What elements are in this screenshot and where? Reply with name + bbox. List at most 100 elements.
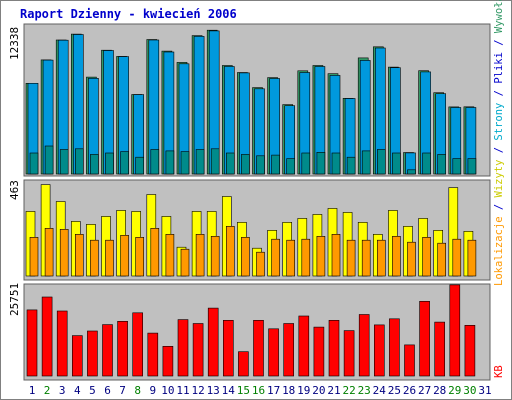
bar-pages — [316, 152, 326, 175]
x-axis-labels: 1 2 3 4 5 6 7 8 9 10 11 12 13 14 15 16 17 18 19 20 21 22 23 24 2… — [29, 384, 492, 397]
x-tick-label: 8 — [134, 384, 141, 397]
bar-locations — [165, 234, 175, 277]
bar-pages — [210, 148, 220, 175]
y-max-label-top: 12338 — [8, 27, 21, 60]
bar-kb — [102, 324, 113, 377]
bar-kb — [343, 330, 355, 377]
legend-visits: Wizyty — [493, 160, 505, 198]
legend-sep: / — [493, 197, 505, 216]
bar-kb — [373, 324, 385, 377]
bar-locations — [361, 239, 371, 277]
bar-pages — [407, 169, 416, 175]
bar-locations — [301, 238, 311, 277]
bar-pages — [452, 158, 462, 175]
right-legend: Lokalizacje / Wizyty / Strony / Pliki / … — [493, 0, 505, 286]
bar-pages — [241, 154, 250, 175]
bar-pages — [256, 155, 265, 175]
bar-locations — [90, 239, 99, 277]
bar-locations — [286, 239, 296, 277]
x-tick-label: 23 — [358, 384, 371, 397]
bar-pages — [150, 149, 160, 175]
bar-pages — [120, 151, 129, 175]
bar-pages — [286, 158, 296, 175]
bar-pages — [467, 158, 477, 175]
bar-kb — [87, 330, 98, 377]
x-tick-label: 26 — [403, 384, 416, 397]
bar-kb — [177, 319, 189, 377]
bar-locations — [422, 237, 431, 277]
bar-pages — [422, 152, 431, 175]
bar-locations — [150, 228, 160, 277]
bar-locations — [437, 242, 447, 277]
x-tick-label: 29 — [448, 384, 461, 397]
chart-title: Raport Dzienny - kwiecień 2006 — [20, 7, 237, 21]
bar-pages — [105, 152, 114, 175]
bar-locations — [75, 234, 84, 277]
bar-pages — [195, 149, 205, 175]
bar-kb — [162, 345, 174, 377]
x-tick-label: 17 — [267, 384, 280, 397]
legend-sep: / — [493, 33, 505, 52]
bar-pages — [301, 152, 311, 175]
bar-kb — [268, 328, 279, 377]
x-tick-label: 9 — [149, 384, 156, 397]
bar-kb — [464, 324, 476, 377]
bar-kb — [147, 332, 159, 377]
bar-kb — [283, 323, 295, 377]
bar-pages — [90, 154, 99, 175]
bar-pages — [271, 154, 280, 175]
x-tick-label: 19 — [297, 384, 310, 397]
x-tick-label: 28 — [433, 384, 446, 397]
bar-locations — [135, 237, 144, 277]
bar-kb — [404, 344, 415, 377]
x-tick-label: 10 — [161, 384, 174, 397]
bar-kb — [358, 314, 370, 377]
bar-locations — [316, 236, 326, 277]
x-tick-label: 31 — [478, 384, 491, 397]
bar-pages — [59, 149, 69, 175]
bar-locations — [44, 228, 54, 277]
x-tick-label: 20 — [312, 384, 325, 397]
bar-locations — [226, 226, 235, 277]
x-tick-label: 3 — [59, 384, 66, 397]
legend-locations: Lokalizacje — [493, 216, 505, 286]
bar-locations — [29, 237, 39, 277]
bar-locations — [59, 229, 69, 277]
x-tick-label: 16 — [252, 384, 265, 397]
bar-locations — [241, 237, 250, 277]
x-tick-label: 14 — [222, 384, 236, 397]
bar-pages — [346, 156, 356, 175]
bar-kb — [389, 318, 400, 377]
bar-kb — [419, 300, 430, 377]
bar-kb — [298, 315, 310, 377]
x-tick-label: 5 — [89, 384, 96, 397]
bar-locations — [452, 238, 462, 277]
y-max-label-middle: 463 — [8, 180, 21, 200]
bar-locations — [256, 251, 265, 277]
bar-locations — [120, 235, 129, 277]
chart-marks — [25, 29, 477, 377]
bar-kb — [313, 326, 325, 377]
bar-kb — [192, 323, 204, 377]
bar-kb — [449, 284, 461, 377]
bar-pages — [44, 145, 54, 175]
bar-locations — [195, 234, 205, 277]
bar-pages — [361, 150, 371, 175]
legend-sep: / — [493, 141, 505, 160]
y-max-label-bottom: 25751 — [8, 283, 21, 316]
bar-locations — [331, 234, 341, 277]
x-tick-label: 7 — [119, 384, 126, 397]
x-tick-label: 18 — [282, 384, 295, 397]
bar-kb — [132, 312, 143, 377]
x-tick-label: 6 — [104, 384, 111, 397]
bar-kb — [434, 321, 446, 377]
x-tick-label: 24 — [373, 384, 387, 397]
bar-kb — [328, 319, 340, 377]
bar-locations — [346, 239, 356, 277]
bar-locations — [105, 239, 114, 277]
bar-kb — [223, 319, 234, 377]
bar-pages — [135, 156, 144, 175]
x-tick-label: 25 — [388, 384, 401, 397]
